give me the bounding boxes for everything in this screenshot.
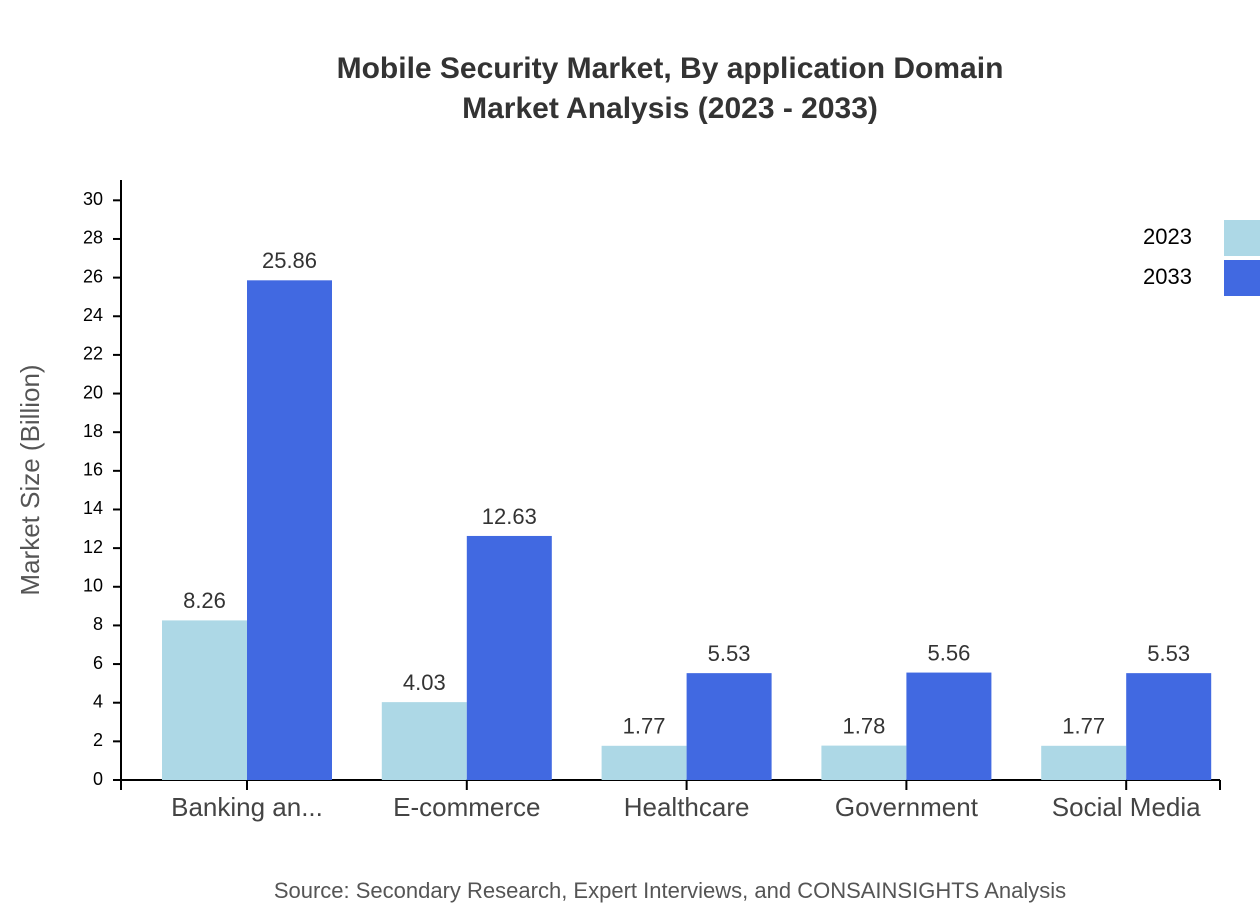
y-tick-label: 12 (83, 537, 103, 557)
bar (601, 745, 687, 780)
y-tick-label: 24 (83, 305, 103, 325)
x-tick-label: Healthcare (624, 792, 750, 822)
bar (247, 280, 332, 780)
y-tick-label: 28 (83, 228, 103, 248)
bar (162, 620, 247, 780)
legend-label: 2023 (1143, 224, 1192, 249)
bar (1126, 673, 1212, 780)
value-label: 1.78 (842, 713, 885, 738)
y-tick-label: 6 (93, 653, 103, 673)
value-label: 5.53 (708, 641, 751, 666)
y-tick-label: 10 (83, 576, 103, 596)
value-label: 1.77 (1062, 714, 1105, 739)
legend-swatch (1224, 220, 1260, 256)
bar (466, 535, 552, 780)
y-tick-label: 8 (93, 614, 103, 634)
value-label: 4.03 (403, 670, 446, 695)
y-axis-label: Market Size (Billion) (15, 364, 45, 595)
y-tick-label: 18 (83, 421, 103, 441)
chart-title: Mobile Security Market, By application D… (337, 52, 1004, 85)
bar (821, 745, 907, 780)
x-tick-label: Social Media (1052, 792, 1201, 822)
y-tick-label: 0 (93, 769, 103, 789)
y-tick-label: 2 (93, 730, 103, 750)
value-label: 8.26 (183, 588, 226, 613)
chart-subtitle: Market Analysis (2023 - 2033) (462, 92, 878, 125)
legend-swatch (1224, 260, 1260, 296)
bar (686, 673, 772, 780)
y-tick-label: 22 (83, 344, 103, 364)
x-tick-label: E-commerce (393, 792, 540, 822)
y-tick-label: 14 (83, 498, 103, 518)
y-tick-label: 16 (83, 460, 103, 480)
value-label: 5.53 (1147, 641, 1190, 666)
value-label: 12.63 (482, 504, 537, 529)
x-tick-label: Government (835, 792, 979, 822)
y-tick-label: 26 (83, 266, 103, 286)
value-label: 1.77 (623, 714, 666, 739)
y-tick-label: 30 (83, 189, 103, 209)
bar (906, 672, 992, 780)
source-note: Source: Secondary Research, Expert Inter… (274, 878, 1066, 903)
x-tick-label: Banking an... (171, 792, 323, 822)
bar (1041, 745, 1127, 780)
y-tick-label: 4 (93, 691, 103, 711)
value-label: 25.86 (262, 248, 317, 273)
bar (381, 702, 467, 780)
y-tick-label: 20 (83, 382, 103, 402)
value-label: 5.56 (927, 640, 970, 665)
legend-label: 2033 (1143, 264, 1192, 289)
